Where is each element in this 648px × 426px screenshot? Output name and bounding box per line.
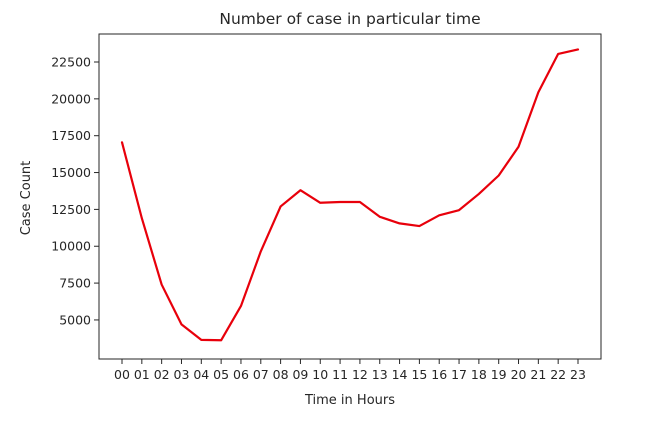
chart-title: Number of case in particular time: [219, 10, 480, 28]
x-tick-label: 19: [491, 367, 507, 382]
x-tick-label: 12: [352, 367, 368, 382]
y-tick-label: 20000: [51, 91, 91, 106]
y-tick-label: 5000: [59, 312, 91, 327]
plot-frame: [98, 33, 602, 360]
x-axis: 00 01 02 03 04 05 06 07 08 09 10 11 12 13 14 15 16 17 18 19…: [114, 359, 586, 382]
x-tick-label: 01: [134, 367, 150, 382]
y-tick-label: 15000: [51, 165, 91, 180]
x-tick-label: 03: [174, 367, 190, 382]
x-tick-label: 15: [411, 367, 427, 382]
y-tick-label: 17500: [51, 128, 91, 143]
x-tick-label: 21: [530, 367, 546, 382]
x-tick-label: 20: [511, 367, 527, 382]
x-tick-label: 08: [273, 367, 289, 382]
x-tick-label: 23: [570, 367, 586, 382]
x-tick-label: 00: [114, 367, 130, 382]
y-axis: 5000 7500 10000 12500 15000 17500 20000 22500: [51, 55, 99, 327]
x-tick-label: 13: [372, 367, 388, 382]
x-tick-label: 05: [213, 367, 229, 382]
x-tick-label: 18: [471, 367, 487, 382]
x-tick-label: 22: [550, 367, 566, 382]
x-tick-label: 02: [154, 367, 170, 382]
x-tick-label: 09: [292, 367, 308, 382]
x-axis-label: Time in Hours: [304, 393, 395, 408]
x-tick-label: 11: [332, 367, 348, 382]
x-tick-label: 17: [451, 367, 467, 382]
x-tick-label: 14: [392, 367, 408, 382]
y-tick-label: 7500: [59, 276, 91, 291]
y-tick-label: 10000: [51, 239, 91, 254]
x-tick-label: 16: [431, 367, 447, 382]
series-line: [120, 48, 580, 342]
x-tick-label: 10: [312, 367, 328, 382]
x-tick-label: 04: [193, 367, 209, 382]
x-tick-label: 06: [233, 367, 249, 382]
y-tick-label: 12500: [51, 202, 91, 217]
x-tick-label: 07: [253, 367, 269, 382]
y-axis-label: Case Count: [19, 161, 34, 236]
y-tick-label: 22500: [51, 55, 91, 70]
